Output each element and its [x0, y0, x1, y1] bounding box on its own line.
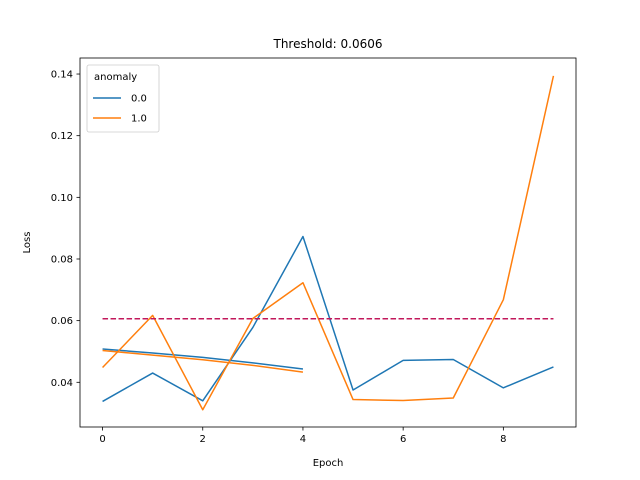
y-tick-label-3: 0.10: [51, 193, 73, 204]
y-tick-label-1: 0.06: [51, 316, 73, 327]
y-axis-ticks: 0.04 0.06 0.08 0.10 0.12 0.14: [51, 70, 80, 389]
x-axis-label: Epoch: [313, 458, 344, 469]
x-axis-ticks: 0 2 4 6 8: [99, 427, 507, 445]
legend-label-1: 1.0: [131, 114, 147, 125]
chart-title: Threshold: 0.0606: [273, 37, 383, 51]
x-tick-label-1: 2: [200, 434, 206, 445]
y-tick-label-4: 0.12: [51, 131, 73, 142]
x-tick-label-2: 4: [300, 434, 306, 445]
y-axis-label: Loss: [22, 232, 33, 254]
plot-frame: [79, 57, 577, 428]
legend-box: [86, 64, 160, 133]
legend-title: anomaly: [94, 72, 137, 83]
y-tick-label-2: 0.08: [51, 254, 73, 265]
legend: anomaly 0.0 1.0: [86, 64, 160, 133]
x-tick-label-3: 6: [400, 434, 406, 445]
legend-label-0: 0.0: [131, 94, 147, 105]
y-tick-label-5: 0.14: [51, 70, 73, 81]
x-tick-label-4: 8: [500, 434, 506, 445]
x-tick-label-0: 0: [99, 434, 105, 445]
series-line-0-0: [102, 235, 554, 403]
series-line-1-1: [102, 349, 304, 373]
series-line-0-1: [102, 348, 304, 370]
y-tick-label-0: 0.04: [51, 378, 73, 389]
series-layer: [102, 75, 555, 411]
series-line-1-0: [102, 75, 555, 411]
